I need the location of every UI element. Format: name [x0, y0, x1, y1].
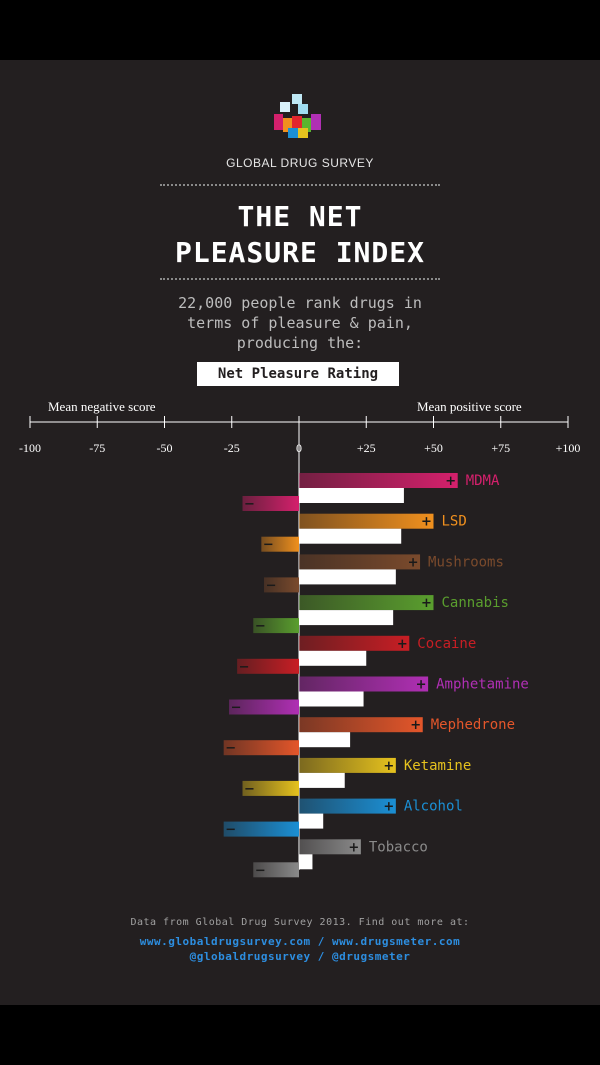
negative-score-bar	[253, 618, 299, 634]
positive-score-bar	[299, 757, 396, 773]
minus-marker: −	[255, 863, 266, 878]
x-tick-label: -75	[89, 441, 105, 455]
net-pleasure-bar	[299, 732, 351, 748]
drug-label: Tobacco	[369, 839, 428, 855]
net-pleasure-bar	[299, 691, 364, 707]
minus-marker: −	[266, 578, 277, 593]
negative-score-bar	[264, 577, 299, 593]
net-pleasure-bar	[299, 813, 324, 829]
subtitle-line3: producing the:	[236, 334, 364, 352]
minus-marker: −	[225, 823, 236, 838]
positive-score-bar	[299, 473, 458, 488]
net-pleasure-bar	[299, 854, 313, 870]
negative-score-bar	[223, 821, 299, 837]
drug-label: Ketamine	[404, 758, 471, 774]
drug-label: Mephedrone	[431, 717, 515, 733]
plus-marker: +	[421, 596, 432, 611]
pleasure-index-chart: -100-75-50-250+25+50+75+100+MDMA−+LSD−+M…	[19, 416, 581, 878]
negative-score-bar	[237, 658, 299, 674]
global-drug-survey-logo-icon	[274, 94, 321, 138]
plus-marker: +	[421, 515, 432, 530]
footer-social[interactable]: @globaldrugsurvey / @drugsmeter	[189, 950, 411, 963]
poster: GLOBAL DRUG SURVEY THE NET PLEASURE INDE…	[0, 60, 600, 1005]
net-pleasure-bar	[299, 650, 367, 666]
negative-score-bar	[253, 862, 299, 878]
plus-marker: +	[410, 718, 421, 733]
footer-source: Data from Global Drug Survey 2013. Find …	[130, 917, 470, 928]
net-pleasure-bar	[299, 610, 394, 626]
positive-score-label: Mean positive score	[417, 399, 522, 414]
net-pleasure-bar	[299, 488, 404, 503]
minus-marker: −	[231, 701, 242, 716]
net-pleasure-bar	[299, 528, 402, 544]
negative-score-label: Mean negative score	[48, 399, 156, 414]
organization-name: GLOBAL DRUG SURVEY	[226, 156, 374, 170]
x-tick-label: -50	[157, 441, 173, 455]
net-pleasure-rating-label: Net Pleasure Rating	[197, 362, 399, 386]
positive-score-bar	[299, 676, 429, 692]
dotted-divider	[160, 184, 440, 186]
positive-score-bar	[299, 554, 421, 570]
drug-label: Alcohol	[404, 799, 463, 815]
drug-label: Amphetamine	[436, 677, 529, 693]
drug-label: Mushrooms	[428, 554, 504, 570]
negative-score-bar	[242, 496, 299, 511]
x-tick-label: -100	[19, 441, 41, 455]
positive-score-bar	[299, 595, 434, 611]
negative-score-bar	[223, 740, 299, 756]
plus-marker: +	[397, 637, 408, 652]
negative-score-bar	[261, 536, 299, 552]
x-tick-label: -25	[224, 441, 240, 455]
plus-marker: +	[416, 678, 427, 693]
positive-score-bar	[299, 798, 396, 814]
subtitle-line2: terms of pleasure & pain,	[187, 314, 413, 332]
negative-score-bar	[242, 780, 299, 796]
drug-label: Cannabis	[442, 595, 509, 611]
positive-score-bar	[299, 513, 434, 529]
footer-websites[interactable]: www.globaldrugsurvey.com / www.drugsmete…	[139, 935, 461, 948]
minus-marker: −	[244, 782, 255, 797]
positive-score-bar	[299, 635, 410, 651]
minus-marker: −	[225, 741, 236, 756]
negative-score-bar	[229, 699, 299, 715]
net-pleasure-bar	[299, 772, 345, 788]
x-tick-label: +100	[556, 441, 581, 455]
drug-label: LSD	[442, 514, 467, 530]
plus-marker: +	[445, 474, 456, 489]
subtitle-line1: 22,000 people rank drugs in	[178, 294, 422, 312]
dotted-divider	[160, 278, 440, 280]
minus-marker: −	[239, 660, 250, 675]
plus-marker: +	[348, 840, 359, 855]
drug-label: MDMA	[466, 473, 500, 489]
page-title-line2: PLEASURE INDEX	[174, 236, 425, 269]
x-tick-label: +25	[357, 441, 376, 455]
minus-marker: −	[255, 619, 266, 634]
positive-score-bar	[299, 839, 361, 855]
positive-score-bar	[299, 717, 423, 733]
x-tick-label: +75	[491, 441, 510, 455]
page-title-line1: THE NET	[237, 200, 363, 233]
minus-marker: −	[263, 538, 274, 553]
drug-label: Cocaine	[417, 636, 476, 652]
plus-marker: +	[383, 800, 394, 815]
plus-marker: +	[408, 555, 419, 570]
plus-marker: +	[383, 759, 394, 774]
net-pleasure-bar	[299, 569, 396, 585]
x-tick-label: +50	[424, 441, 443, 455]
minus-marker: −	[244, 497, 255, 512]
